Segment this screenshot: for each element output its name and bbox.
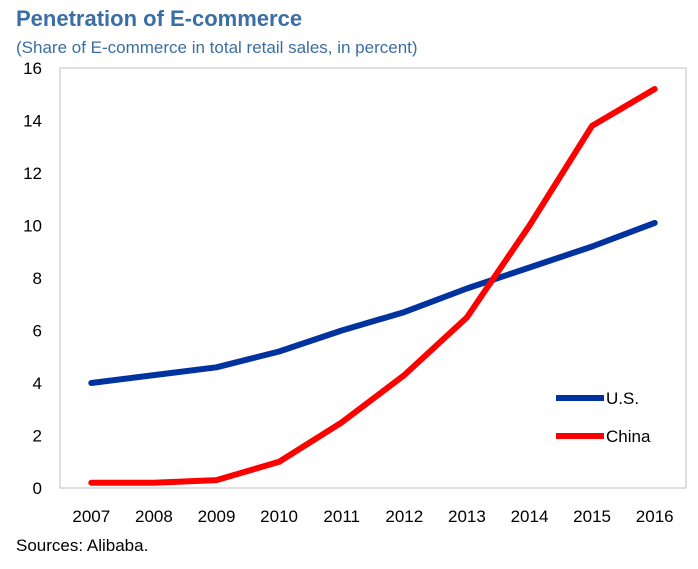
- y-tick-label: 8: [33, 269, 42, 288]
- x-tick-label: 2013: [448, 507, 486, 526]
- x-tick-label: 2009: [198, 507, 236, 526]
- x-axis-ticks: 2007 2008 2009 2010 2011 2012 2013 2014 2015 2016: [72, 507, 673, 526]
- source-note: Sources: Alibaba.: [16, 536, 149, 555]
- chart-subtitle: (Share of E-commerce in total retail sal…: [16, 38, 418, 57]
- legend-label: U.S.: [606, 389, 639, 408]
- series-line-china: [88, 86, 658, 486]
- x-tick-label: 2014: [511, 507, 549, 526]
- plot-area-frame: [59, 67, 687, 489]
- y-tick-label: 10: [23, 217, 42, 236]
- x-tick-label: 2010: [260, 507, 298, 526]
- y-axis-ticks: 0 2 4 6 8 10 12 14 16: [23, 59, 42, 498]
- legend-label: China: [606, 427, 651, 446]
- x-tick-label: 2007: [72, 507, 110, 526]
- y-tick-label: 12: [23, 164, 42, 183]
- y-tick-label: 0: [33, 479, 42, 498]
- y-tick-label: 6: [33, 322, 42, 341]
- y-tick-label: 14: [23, 112, 42, 131]
- y-tick-label: 2: [33, 427, 42, 446]
- legend: U.S. China: [556, 389, 651, 446]
- series-lines: [88, 86, 658, 486]
- x-tick-label: 2016: [636, 507, 674, 526]
- x-tick-label: 2015: [573, 507, 611, 526]
- chart-title: Penetration of E-commerce: [16, 6, 303, 31]
- y-tick-label: 16: [23, 59, 42, 78]
- y-tick-label: 4: [33, 374, 42, 393]
- x-tick-label: 2012: [385, 507, 423, 526]
- x-tick-label: 2011: [323, 507, 360, 526]
- series-line-us: [88, 219, 658, 386]
- x-tick-label: 2008: [135, 507, 173, 526]
